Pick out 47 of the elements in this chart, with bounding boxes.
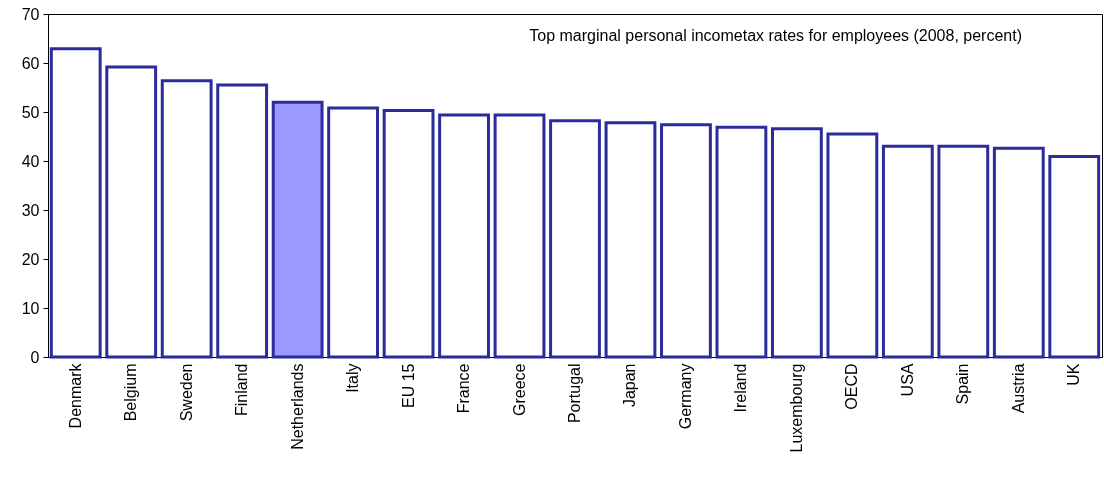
x-tick-label: EU 15	[399, 363, 417, 408]
bar	[438, 113, 490, 359]
y-tick-label: 60	[21, 54, 40, 72]
x-tick-label: UK	[1065, 363, 1083, 386]
x-tick-label: Greece	[510, 363, 528, 416]
bar	[937, 144, 990, 359]
bar	[271, 100, 324, 359]
y-tick-label: 50	[21, 103, 40, 121]
x-tick-label: Belgium	[122, 363, 140, 422]
y-tick-label: 70	[21, 5, 40, 23]
bar	[604, 121, 657, 359]
x-tick-label: Portugal	[566, 363, 583, 424]
bar	[770, 127, 823, 359]
bar	[826, 132, 879, 359]
x-tick-label: Netherlands	[288, 363, 306, 450]
x-tick-label: France	[455, 363, 473, 414]
bar	[992, 146, 1045, 359]
bar	[382, 109, 435, 359]
x-tick-label: Austria	[1009, 363, 1027, 414]
bar	[160, 79, 213, 359]
y-tick-label: 30	[21, 201, 40, 219]
x-tick-label: Ireland	[732, 363, 750, 413]
bar	[216, 83, 269, 359]
y-tick-label: 0	[30, 348, 40, 366]
x-tick-label: Denmark	[66, 362, 84, 429]
x-tick-label: Italy	[344, 363, 362, 393]
x-tick-label: Germany	[676, 363, 694, 430]
x-tick-label: Spain	[954, 363, 972, 405]
y-tick-label: 10	[21, 299, 40, 317]
bar	[493, 113, 546, 359]
bar	[327, 106, 380, 359]
y-tick-label: 20	[21, 250, 40, 268]
x-tick-label: OECD	[843, 363, 861, 410]
y-tick-label: 40	[21, 152, 40, 170]
bar	[549, 119, 601, 359]
bar	[881, 144, 934, 359]
x-tick-label: Finland	[233, 363, 251, 416]
x-tick-label: Luxembourg	[787, 363, 805, 453]
x-tick-label: Japan	[621, 363, 639, 408]
bar	[105, 65, 158, 359]
x-tick-label: Sweden	[177, 363, 195, 422]
bar	[715, 125, 768, 359]
bar	[1048, 155, 1101, 359]
text: Top marginal personal incometax rates for employees (2008, percent)	[529, 27, 1022, 44]
bar	[49, 47, 102, 359]
x-tick-label: USA	[898, 363, 916, 397]
bar	[660, 123, 712, 359]
